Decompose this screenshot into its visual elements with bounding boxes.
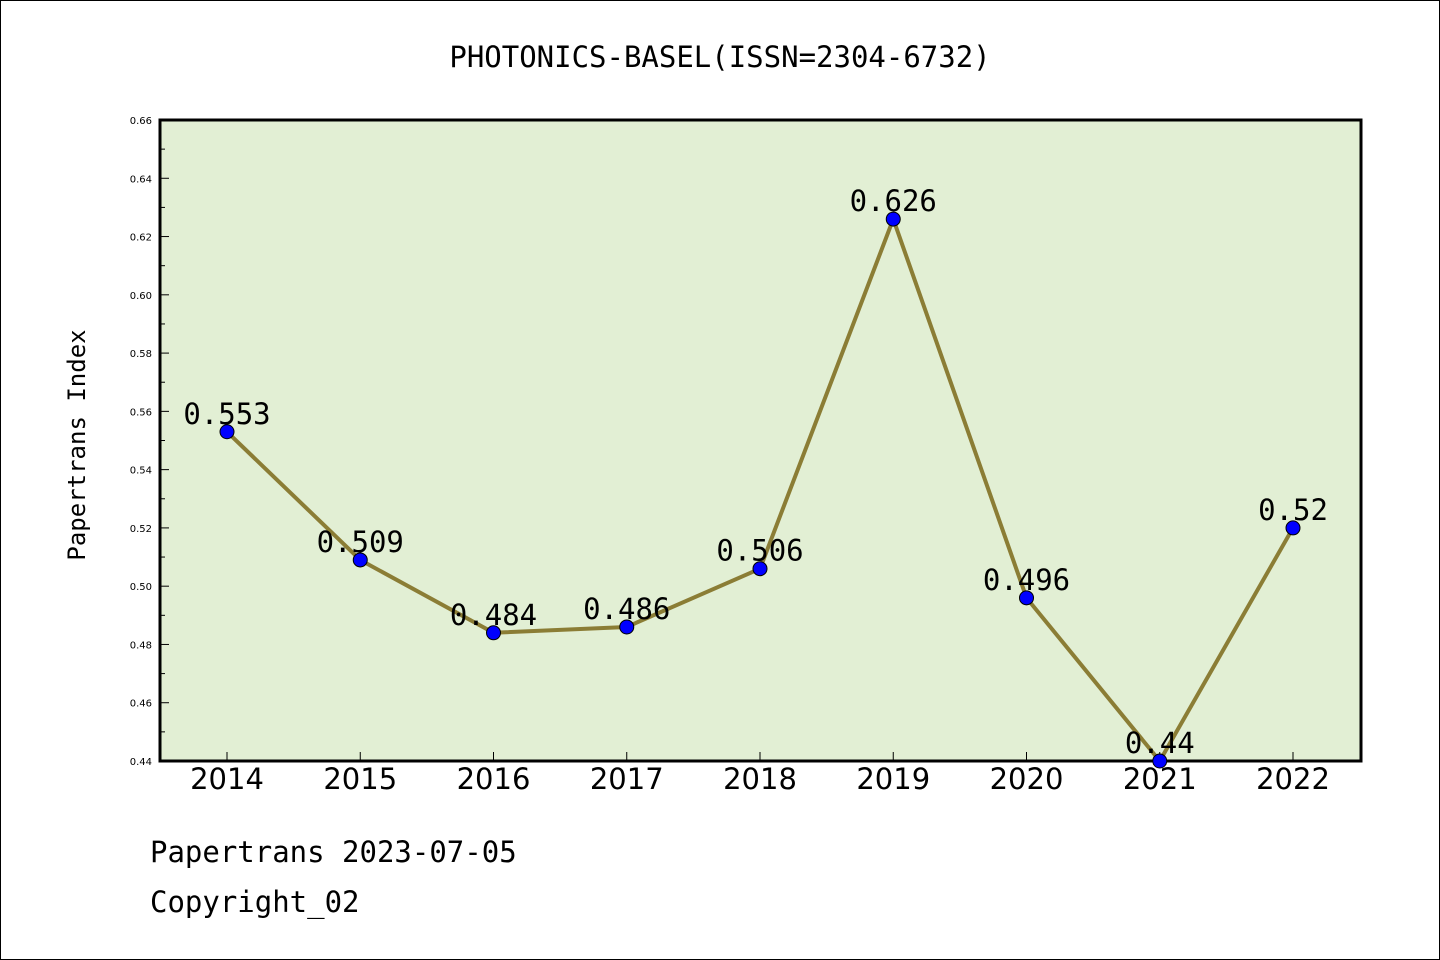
data-point-label: 0.486 [583,592,670,626]
data-markers [219,211,1301,769]
data-point-label: 0.496 [983,563,1070,597]
data-point-marker [619,619,635,635]
y-tick-label: 0.46 [130,699,152,710]
data-point-label: 0.509 [317,525,404,559]
y-tick-label: 0.52 [130,524,152,535]
y-tick-label: 0.66 [130,116,152,127]
data-point-label: 0.52 [1258,493,1328,527]
data-point-label: 0.506 [716,534,803,568]
data-point-label: 0.626 [850,184,937,218]
x-tick-label: 2022 [1256,762,1330,796]
footer-date-text: Papertrans 2023-07-05 [150,835,517,869]
y-axis-label: Papertrans Index [63,329,91,560]
chart-title: PHOTONICS-BASEL(ISSN=2304-6732) [449,40,990,74]
y-tick-label: 0.44 [130,757,152,768]
y-tick-label: 0.54 [130,466,152,477]
y-tick-label: 0.60 [130,291,152,302]
x-tick-label: 2018 [723,762,797,796]
x-tick-label: 2014 [190,762,264,796]
y-tick-label: 0.64 [130,174,152,185]
x-tick-label: 2020 [990,762,1064,796]
data-point-marker [352,552,368,568]
data-point-marker [885,211,901,227]
data-point-label: 0.484 [450,598,537,632]
x-tick-label: 2019 [856,762,930,796]
data-point-marker [1019,590,1034,606]
y-tick-label: 0.48 [130,640,152,651]
data-point-marker [486,625,501,641]
x-tick-label: 2017 [590,762,664,796]
y-tick-label: 0.56 [130,407,152,418]
data-point-label: 0.44 [1125,726,1195,760]
data-point-label: 0.553 [183,397,270,431]
data-labels: 0.553 0.509 0.484 0.486 0.506 0.626 0.496 0.44 0… [183,184,1328,760]
plot-area [158,118,1363,763]
y-tick-label: 0.62 [130,233,152,244]
data-point-marker [1152,753,1168,769]
data-point-marker [752,561,768,577]
y-tick-label: 0.50 [130,582,152,593]
data-point-marker [219,424,235,440]
footer-copyright-text: Copyright_02 [150,885,360,919]
x-tick-label: 2015 [323,762,397,796]
x-tick-label: 2016 [457,762,531,796]
data-point-marker [1285,520,1301,536]
x-axis-ticks: 2014 2015 2016 2017 2018 2019 2020 2021 2022 [190,752,1330,796]
y-axis-ticks: 0.44 0.46 0.48 0.50 0.52 0.54 0.56 0.58 0.60 0.62… [130,116,169,768]
y-tick-label: 0.58 [130,349,152,360]
